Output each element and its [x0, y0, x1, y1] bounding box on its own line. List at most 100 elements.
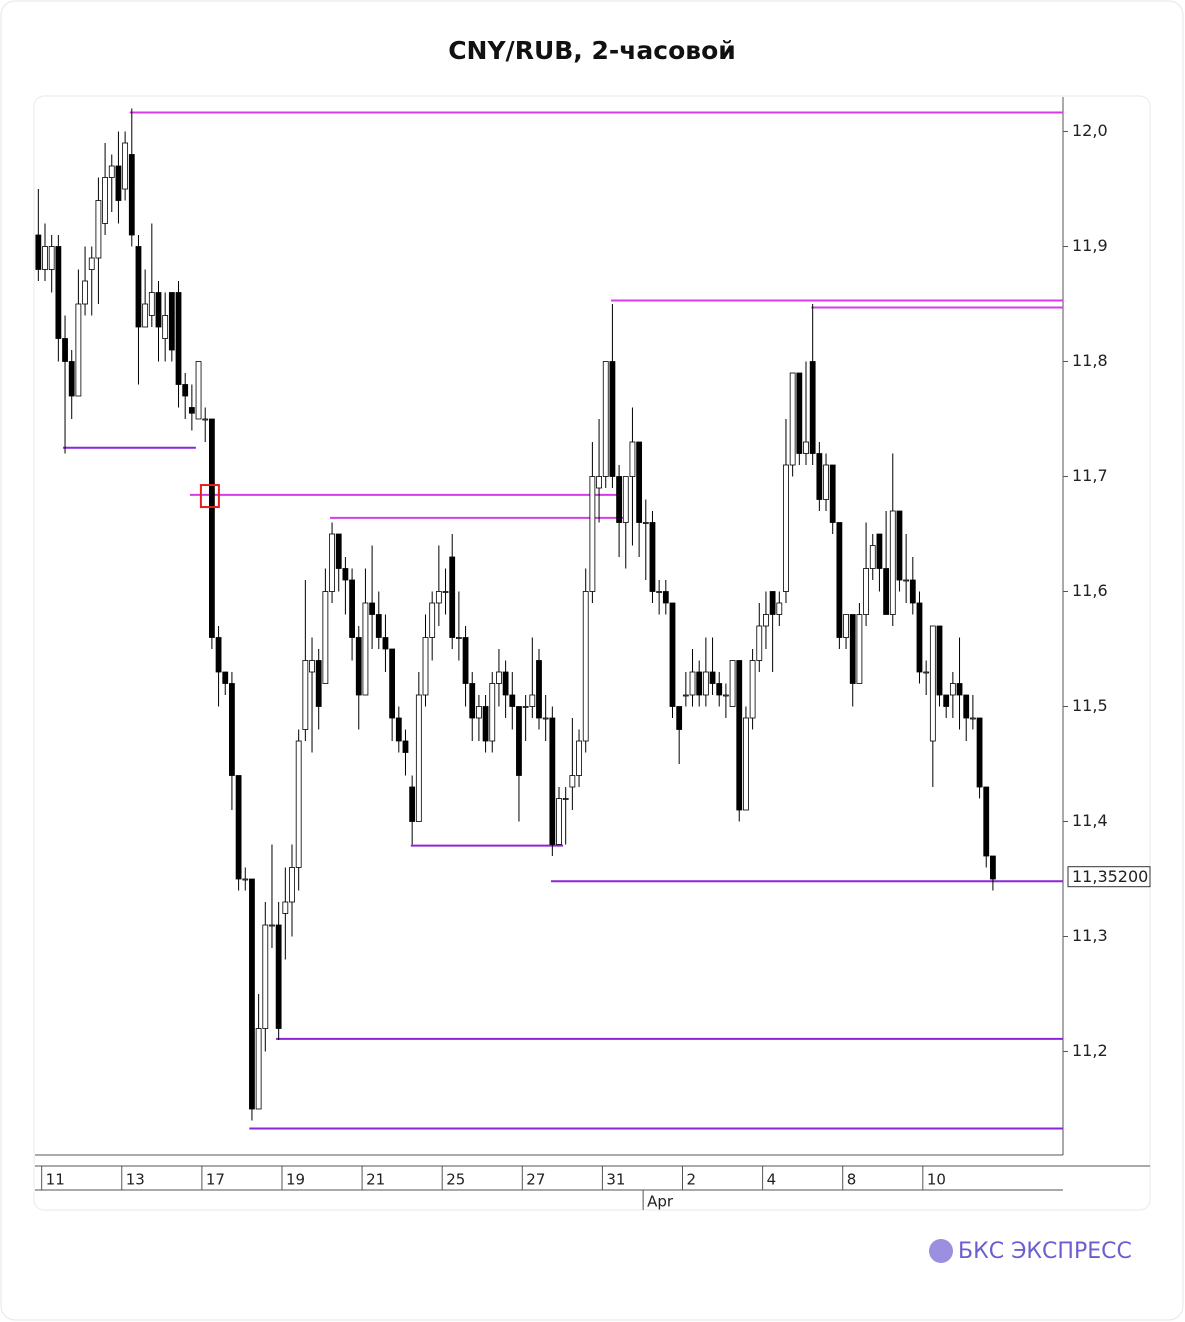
candle-body: [342, 568, 349, 581]
candle-body: [309, 660, 315, 673]
candle-body: [102, 177, 108, 224]
candle-body: [476, 706, 482, 719]
candle-body: [442, 591, 449, 593]
x-tick-label: 21: [366, 1171, 385, 1189]
candle-body: [449, 556, 456, 638]
candle-body: [896, 510, 903, 581]
candle-body: [235, 775, 242, 880]
candle-body: [48, 246, 55, 270]
candle-body: [949, 683, 956, 696]
candle-body: [188, 407, 195, 414]
candle-body: [869, 545, 876, 569]
candle-body: [769, 591, 776, 615]
candle-body: [88, 257, 95, 270]
candle-body: [282, 901, 289, 914]
candle-body: [936, 625, 943, 696]
candle-body: [542, 717, 549, 720]
candle-body: [556, 798, 562, 845]
candle-body: [716, 683, 723, 696]
candle-body: [749, 660, 756, 719]
candle-body: [55, 246, 62, 339]
candle-body: [389, 648, 396, 719]
candle-body: [522, 706, 529, 708]
candle-body: [148, 292, 155, 316]
candle-body: [95, 200, 102, 259]
candle-body: [943, 694, 950, 707]
candle-body: [502, 671, 509, 696]
candle-body: [369, 602, 376, 615]
candle-body: [215, 637, 222, 673]
y-tick-label: 11,3: [1072, 926, 1108, 945]
y-tick-label: 11,7: [1072, 466, 1108, 485]
candle-body: [135, 246, 142, 328]
candle-body: [969, 717, 976, 720]
candle-body: [182, 384, 189, 397]
candle-body: [175, 292, 182, 385]
candle-body: [622, 476, 629, 523]
candle-body: [976, 717, 983, 788]
candle-body: [983, 786, 990, 857]
candle-body: [222, 671, 229, 684]
candle-body: [115, 165, 122, 201]
brand-logo: [929, 1239, 953, 1263]
x-tick-label: 2: [687, 1171, 697, 1189]
candle-body: [402, 740, 409, 753]
candle-body: [883, 568, 890, 615]
x-tick-label: 17: [206, 1171, 225, 1189]
candle-body: [929, 625, 936, 742]
candle-body: [596, 476, 602, 489]
candle-body: [616, 476, 622, 523]
candle-body: [229, 683, 235, 776]
candle-body: [916, 602, 923, 673]
candle-body: [242, 878, 249, 881]
candle-body: [315, 660, 322, 707]
candle-body: [409, 786, 416, 822]
candle-body: [696, 671, 703, 696]
candle-body: [122, 142, 129, 190]
candle-body: [823, 464, 829, 500]
candle-body: [429, 602, 436, 638]
candle-body: [275, 924, 282, 1029]
candle-body: [796, 372, 803, 454]
candle-body: [863, 568, 869, 615]
candle-body: [549, 717, 556, 845]
month-label: Apr: [647, 1193, 674, 1211]
candle-body: [923, 671, 930, 674]
candle-body: [662, 591, 669, 604]
candle-body: [763, 614, 769, 627]
x-tick-label: 27: [526, 1171, 545, 1189]
candle-body: [602, 361, 609, 477]
candle-body: [108, 165, 115, 178]
candle-body: [462, 637, 469, 684]
candle-body: [956, 683, 963, 696]
candle-body: [636, 441, 643, 523]
last-price-box: [1067, 866, 1151, 888]
candle-body: [656, 591, 663, 593]
candle-body: [876, 533, 883, 569]
y-tick-label: 11,9: [1072, 236, 1108, 255]
candle-body: [829, 464, 836, 523]
candle-body: [208, 418, 215, 638]
candle-body: [295, 740, 302, 868]
marker-box: [199, 484, 220, 509]
x-tick-label: 25: [446, 1171, 465, 1189]
candle-body: [482, 706, 489, 742]
candle-body: [756, 625, 763, 661]
candle-body: [335, 533, 342, 569]
candle-body: [642, 522, 649, 524]
candle-body: [576, 740, 582, 776]
x-tick-label: 11: [46, 1171, 65, 1189]
candle-body: [162, 315, 169, 339]
candle-body: [963, 694, 970, 719]
candle-body: [843, 614, 849, 638]
candle-body: [435, 591, 442, 604]
candle-body: [489, 683, 496, 742]
candle-body: [682, 694, 689, 697]
candle-body: [82, 280, 88, 305]
candle-body: [322, 591, 329, 684]
x-tick-label: 8: [847, 1171, 857, 1189]
candle-body: [909, 579, 916, 604]
candle-body: [836, 522, 843, 638]
candle-body: [509, 694, 516, 707]
candle-body: [536, 660, 542, 719]
